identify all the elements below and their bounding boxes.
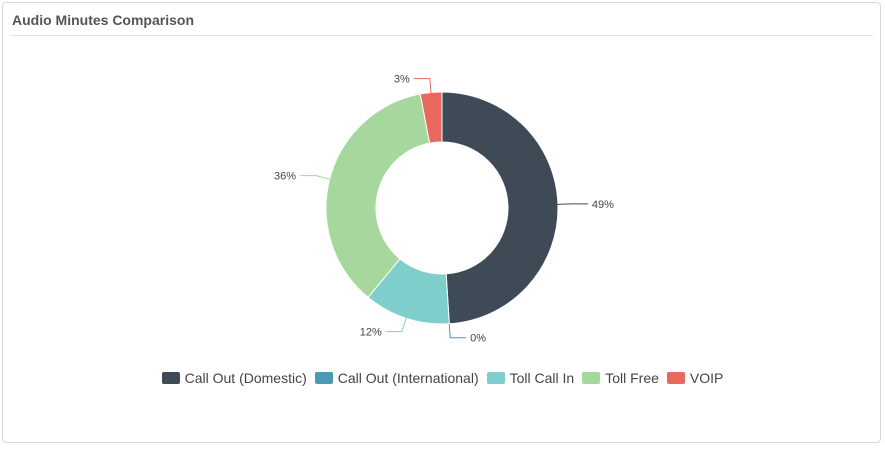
legend-label: Call Out (International) [337, 370, 479, 386]
legend-item-call-out-domestic[interactable]: Call Out (Domestic) [161, 370, 307, 386]
data-label-call-out-domestic: 49% [592, 199, 614, 211]
connector-toll-free [300, 175, 332, 181]
data-label-call-out-international: 0% [470, 333, 486, 345]
chart-legend: Call Out (Domestic) Call Out (Internation… [0, 367, 885, 389]
data-label-toll-call-in: 12% [360, 327, 382, 339]
legend-item-call-out-international[interactable]: Call Out (International) [314, 370, 479, 386]
slice-call-out-domestic[interactable] [441, 91, 559, 325]
chart-panel: Audio Minutes Comparison [2, 2, 881, 443]
legend-item-voip[interactable]: VOIP [666, 370, 724, 386]
legend-swatch [666, 372, 685, 384]
slice-voip[interactable] [419, 91, 443, 144]
connector-toll-call-in [385, 316, 408, 333]
legend-swatch [486, 372, 505, 384]
title-divider [10, 35, 873, 36]
legend-item-toll-free[interactable]: Toll Free [582, 370, 659, 386]
connector-call-out-domestic [555, 203, 588, 205]
slice-toll-free[interactable] [325, 93, 431, 299]
legend-label: Toll Call In [509, 370, 575, 386]
connector-voip [413, 78, 432, 95]
data-label-toll-free: 36% [274, 171, 296, 183]
legend-swatch [314, 372, 333, 384]
legend-item-toll-call-in[interactable]: Toll Call In [486, 370, 575, 386]
panel-title: Audio Minutes Comparison [12, 12, 194, 28]
legend-label: VOIP [689, 370, 724, 386]
legend-swatch [582, 372, 601, 384]
legend-label: Toll Free [605, 370, 659, 386]
data-label-voip: 3% [394, 74, 410, 86]
legend-label: Call Out (Domestic) [184, 370, 307, 386]
connector-call-out-international [448, 321, 467, 339]
legend-swatch [161, 372, 180, 384]
